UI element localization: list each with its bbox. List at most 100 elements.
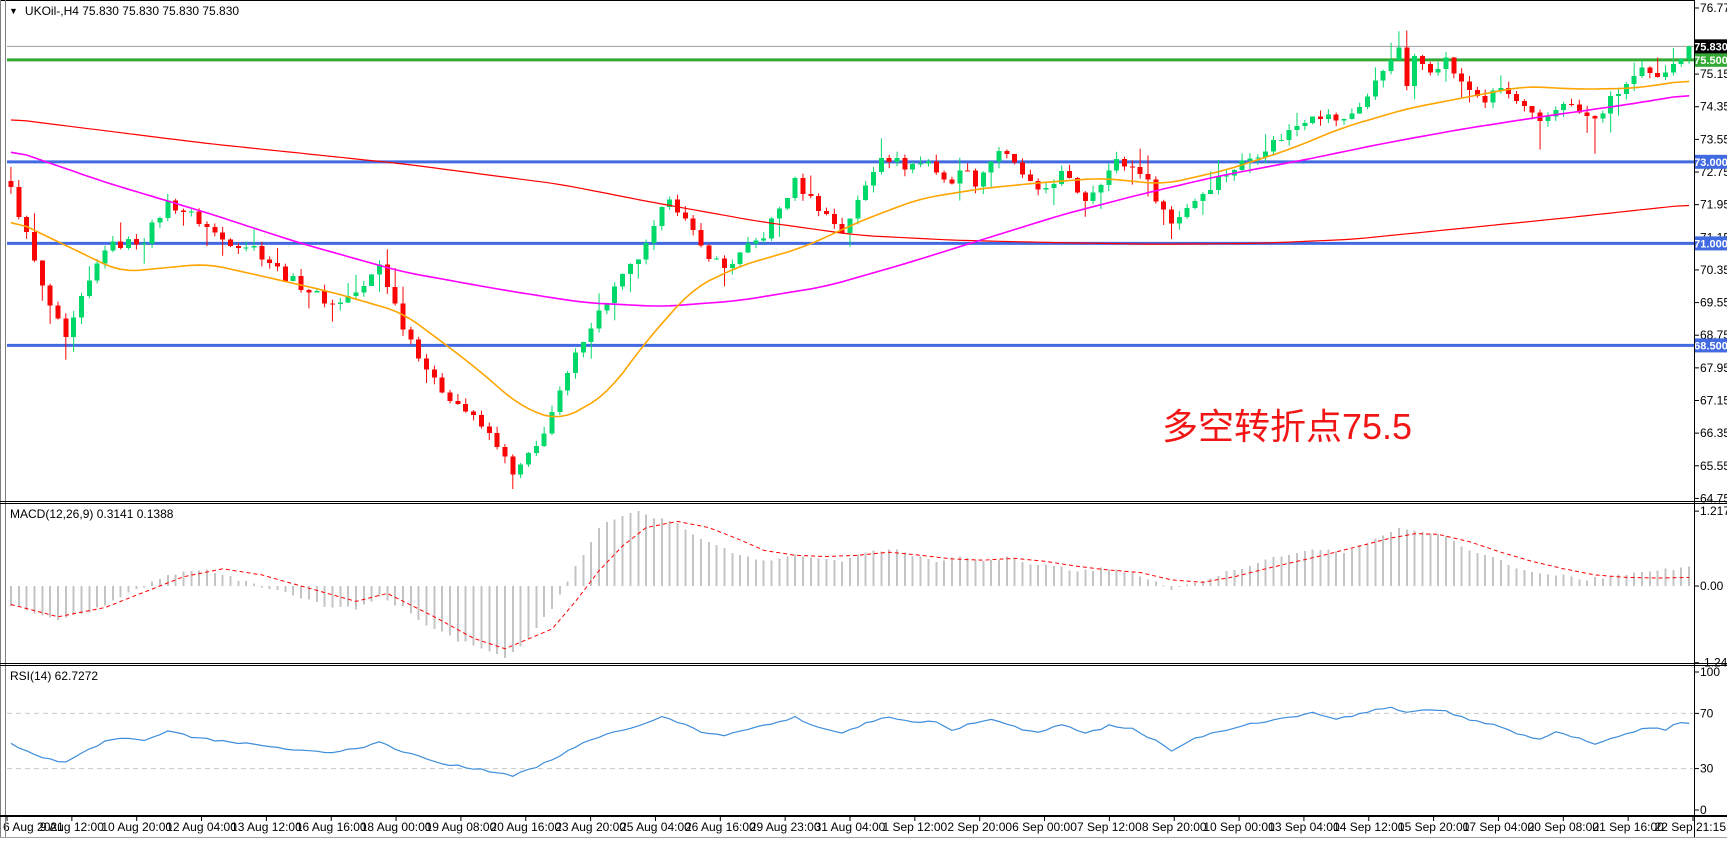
candle-body	[1616, 94, 1622, 97]
macd-hist-bar	[974, 559, 977, 586]
candle-body	[1639, 67, 1645, 76]
candle-body	[784, 198, 790, 209]
time-tick-label: 20 Aug 16:00	[490, 820, 561, 834]
macd-panel[interactable]: 1.2172 0.00 -1.2479	[9, 504, 1727, 670]
candle-body	[871, 172, 877, 186]
macd-hist-bar	[198, 570, 201, 586]
candle-body	[345, 295, 351, 303]
macd-hist-bar	[1170, 586, 1173, 591]
macd-hist-bar	[119, 586, 122, 598]
price-axis[interactable]: 76.77075.15074.35073.55072.75071.95071.1…	[1694, 1, 1727, 505]
macd-hist-bar	[1241, 568, 1244, 586]
macd-hist-bar	[1052, 565, 1055, 586]
candle-body	[1200, 193, 1206, 202]
macd-hist-bar	[966, 558, 969, 586]
candle-body	[1169, 209, 1175, 224]
macd-hist-bar	[1186, 584, 1189, 586]
macd-hist-bar	[1084, 569, 1087, 586]
macd-hist-bar	[794, 554, 797, 586]
macd-hist-bar	[104, 586, 107, 606]
candle-body	[1451, 57, 1457, 74]
candle-body	[1545, 116, 1551, 122]
macd-hist-bar	[1539, 573, 1542, 586]
candle-body	[988, 161, 994, 173]
price-level-lines[interactable]	[7, 45, 1695, 347]
candle-body	[1051, 184, 1057, 188]
candle-body	[86, 280, 92, 296]
candle-body	[1137, 166, 1143, 174]
candle-body	[173, 200, 179, 211]
symbol-dropdown-icon[interactable]: ▼	[9, 5, 18, 16]
candle-body	[1082, 192, 1088, 201]
macd-hist-bar	[903, 552, 906, 586]
rsi-panel[interactable]: 100 70 30 0	[7, 665, 1720, 817]
candle-body	[1568, 103, 1574, 105]
macd-hist-bar	[652, 518, 655, 586]
macd-hist-bar	[456, 586, 459, 642]
macd-hist-bar	[1350, 549, 1353, 586]
candle-body	[322, 291, 328, 304]
macd-hist-bar	[1499, 559, 1502, 586]
macd-hist-bar	[268, 586, 271, 589]
candle-body	[831, 213, 837, 225]
candle-body	[39, 260, 45, 286]
macd-hist-bar	[660, 518, 663, 586]
macd-hist-bar	[1154, 581, 1157, 586]
candle-body	[808, 194, 814, 197]
macd-hist-bar	[707, 541, 710, 586]
macd-signal-line	[10, 520, 1690, 650]
candle-body	[165, 200, 171, 218]
macd-hist-bar	[833, 560, 836, 586]
macd-hist-bar	[213, 573, 216, 586]
macd-hist-bar	[825, 558, 828, 586]
candle-body	[141, 243, 147, 245]
macd-hist-bar	[449, 586, 452, 636]
macd-axis-label: 1.2172	[1700, 504, 1727, 518]
macd-hist-bar	[1492, 556, 1495, 586]
candles[interactable]	[8, 30, 1692, 490]
candle-body	[494, 432, 500, 447]
macd-hist-bar	[1233, 569, 1236, 586]
candle-body	[1216, 176, 1222, 190]
macd-hist-bar	[527, 586, 530, 639]
macd-hist-bar	[1076, 571, 1079, 586]
candle-body	[823, 210, 829, 214]
candle-body	[47, 285, 53, 306]
candle-body	[933, 161, 939, 173]
candle-body	[1012, 154, 1018, 163]
candle-body	[416, 339, 422, 359]
price-tick-label: 73.550	[1700, 132, 1727, 146]
candle-body	[839, 224, 845, 233]
candle-body	[298, 275, 304, 291]
level-price-box	[1695, 52, 1727, 67]
macd-hist-bar	[645, 514, 648, 586]
candle-body	[204, 223, 210, 227]
candle-body	[1223, 175, 1229, 177]
macd-hist-bar	[362, 586, 365, 605]
macd-hist-bar	[229, 576, 232, 586]
candle-body	[1467, 81, 1473, 90]
candle-body	[329, 303, 335, 305]
time-tick-label: 14 Sep 12:00	[1333, 820, 1405, 834]
candle-body	[1106, 170, 1112, 186]
candle-body	[651, 225, 657, 244]
candle-body	[580, 342, 586, 353]
time-tick-label: 9 Aug 12:00	[40, 820, 104, 834]
time-tick-label: 10 Sep 00:00	[1203, 820, 1275, 834]
candle-body	[1333, 114, 1339, 121]
macd-hist-bar	[1288, 554, 1291, 586]
macd-hist-bar	[441, 586, 444, 632]
macd-hist-bar	[1201, 581, 1204, 586]
candle-body	[1474, 89, 1480, 97]
macd-hist-bar	[880, 551, 883, 586]
time-tick-label: 22 Sep 21:15	[1655, 820, 1727, 834]
candle-body	[126, 239, 132, 249]
candle-body	[306, 290, 312, 293]
macd-hist-bar	[182, 571, 185, 586]
candle-body	[949, 179, 955, 184]
macd-hist-bar	[598, 527, 601, 586]
candle-body	[63, 318, 69, 338]
candle-body	[24, 216, 30, 233]
